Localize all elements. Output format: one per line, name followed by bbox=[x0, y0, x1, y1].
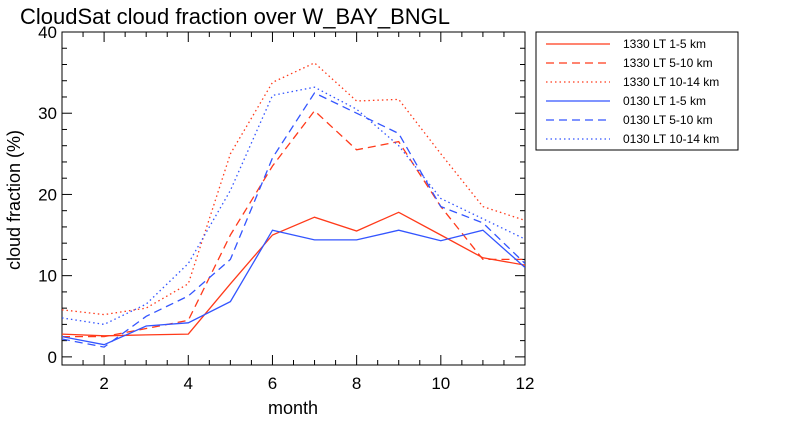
plot-frame bbox=[61, 31, 526, 366]
y-tick-label: 20 bbox=[38, 185, 57, 204]
x-tick-label: 4 bbox=[184, 374, 193, 393]
legend-box bbox=[535, 31, 739, 151]
legend-label: 1330 LT 1-5 km bbox=[623, 37, 706, 51]
legend-label: 0130 LT 5-10 km bbox=[623, 113, 713, 127]
x-tick-label: 6 bbox=[268, 374, 277, 393]
y-axis-label: cloud fraction (%) bbox=[4, 130, 24, 270]
legend-label: 1330 LT 5-10 km bbox=[623, 56, 713, 70]
x-tick-label: 8 bbox=[352, 374, 361, 393]
series-line-1 bbox=[62, 211, 525, 337]
x-tick-label: 10 bbox=[431, 374, 450, 393]
y-tick-label: 10 bbox=[38, 267, 57, 286]
legend-label: 0130 LT 1-5 km bbox=[623, 94, 706, 108]
series-line-6 bbox=[62, 86, 525, 326]
y-tick-label: 0 bbox=[48, 348, 57, 367]
series-line-3 bbox=[62, 62, 525, 316]
series-line-5 bbox=[62, 92, 525, 348]
legend: 1330 LT 1-5 km 1330 LT 5-10 km 1330 LT 10-… bbox=[535, 31, 739, 151]
y-tick-label: 30 bbox=[38, 104, 57, 123]
x-tick-label: 12 bbox=[516, 374, 535, 393]
series-line-4 bbox=[62, 229, 525, 346]
x-tick-label: 2 bbox=[99, 374, 108, 393]
legend-label: 1330 LT 10-14 km bbox=[623, 75, 719, 89]
plot-area: 2 4 6 8 10 12 0 10 20 30 40 bbox=[38, 23, 534, 393]
y-tick-label: 40 bbox=[38, 23, 57, 42]
chart-title: CloudSat cloud fraction over W_BAY_BNGL bbox=[20, 4, 450, 29]
legend-label: 0130 LT 10-14 km bbox=[623, 132, 719, 146]
series-line-2 bbox=[62, 109, 525, 338]
x-axis-label: month bbox=[268, 398, 318, 418]
